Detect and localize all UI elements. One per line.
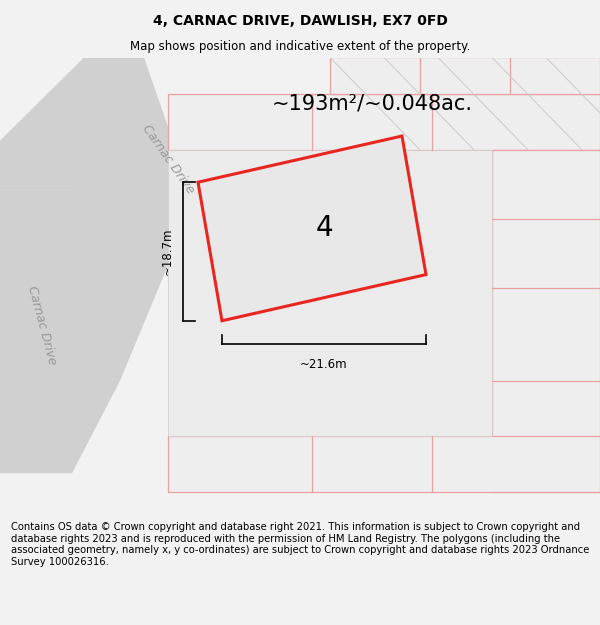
Polygon shape — [84, 58, 216, 266]
Text: 4: 4 — [315, 214, 333, 243]
Polygon shape — [492, 150, 600, 492]
Text: Contains OS data © Crown copyright and database right 2021. This information is : Contains OS data © Crown copyright and d… — [11, 522, 589, 567]
Polygon shape — [0, 58, 168, 381]
Text: ~21.6m: ~21.6m — [300, 357, 348, 371]
Polygon shape — [168, 436, 600, 492]
Polygon shape — [0, 187, 120, 473]
Polygon shape — [198, 136, 426, 321]
Text: Carnac Drive: Carnac Drive — [25, 284, 59, 366]
Polygon shape — [168, 94, 600, 492]
Text: Carnac Drive: Carnac Drive — [139, 122, 197, 196]
Polygon shape — [168, 94, 600, 150]
Polygon shape — [330, 58, 600, 94]
Text: Map shows position and indicative extent of the property.: Map shows position and indicative extent… — [130, 40, 470, 53]
Polygon shape — [168, 150, 492, 436]
Text: 4, CARNAC DRIVE, DAWLISH, EX7 0FD: 4, CARNAC DRIVE, DAWLISH, EX7 0FD — [152, 14, 448, 28]
Text: ~18.7m: ~18.7m — [161, 228, 174, 275]
Text: ~193m²/~0.048ac.: ~193m²/~0.048ac. — [271, 94, 473, 114]
